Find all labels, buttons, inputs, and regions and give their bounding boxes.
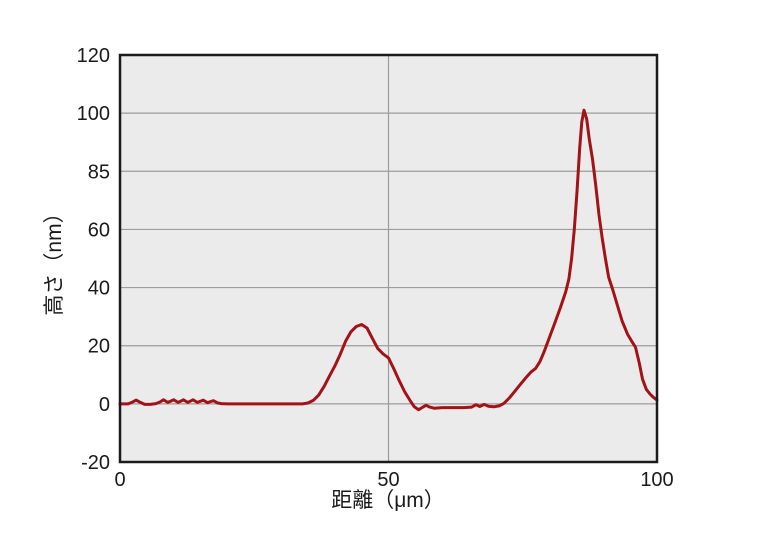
y-tick-label: 20 <box>88 336 110 358</box>
y-axis-tick-labels: 120 100 85 60 40 20 0 -20 <box>77 45 110 474</box>
y-tick-label: 0 <box>99 394 110 416</box>
y-tick-label: -20 <box>81 452 110 474</box>
y-axis-title: 高さ（nm） <box>43 202 66 315</box>
y-tick-label: 120 <box>77 45 110 67</box>
plot-frame <box>118 53 659 464</box>
x-tick-label: 100 <box>640 469 673 491</box>
x-axis-tick-labels: 0 50 100 <box>114 469 673 491</box>
x-axis-title: 距離（μm） <box>331 489 445 512</box>
y-tick-label: 40 <box>88 278 110 300</box>
y-tick-label: 85 <box>88 161 110 183</box>
x-tick-label: 0 <box>114 469 125 491</box>
x-tick-label: 50 <box>377 469 399 491</box>
y-tick-label: 100 <box>77 103 110 125</box>
gridlines <box>120 55 657 462</box>
profile-curve <box>118 108 659 412</box>
y-tick-label: 60 <box>88 219 110 241</box>
